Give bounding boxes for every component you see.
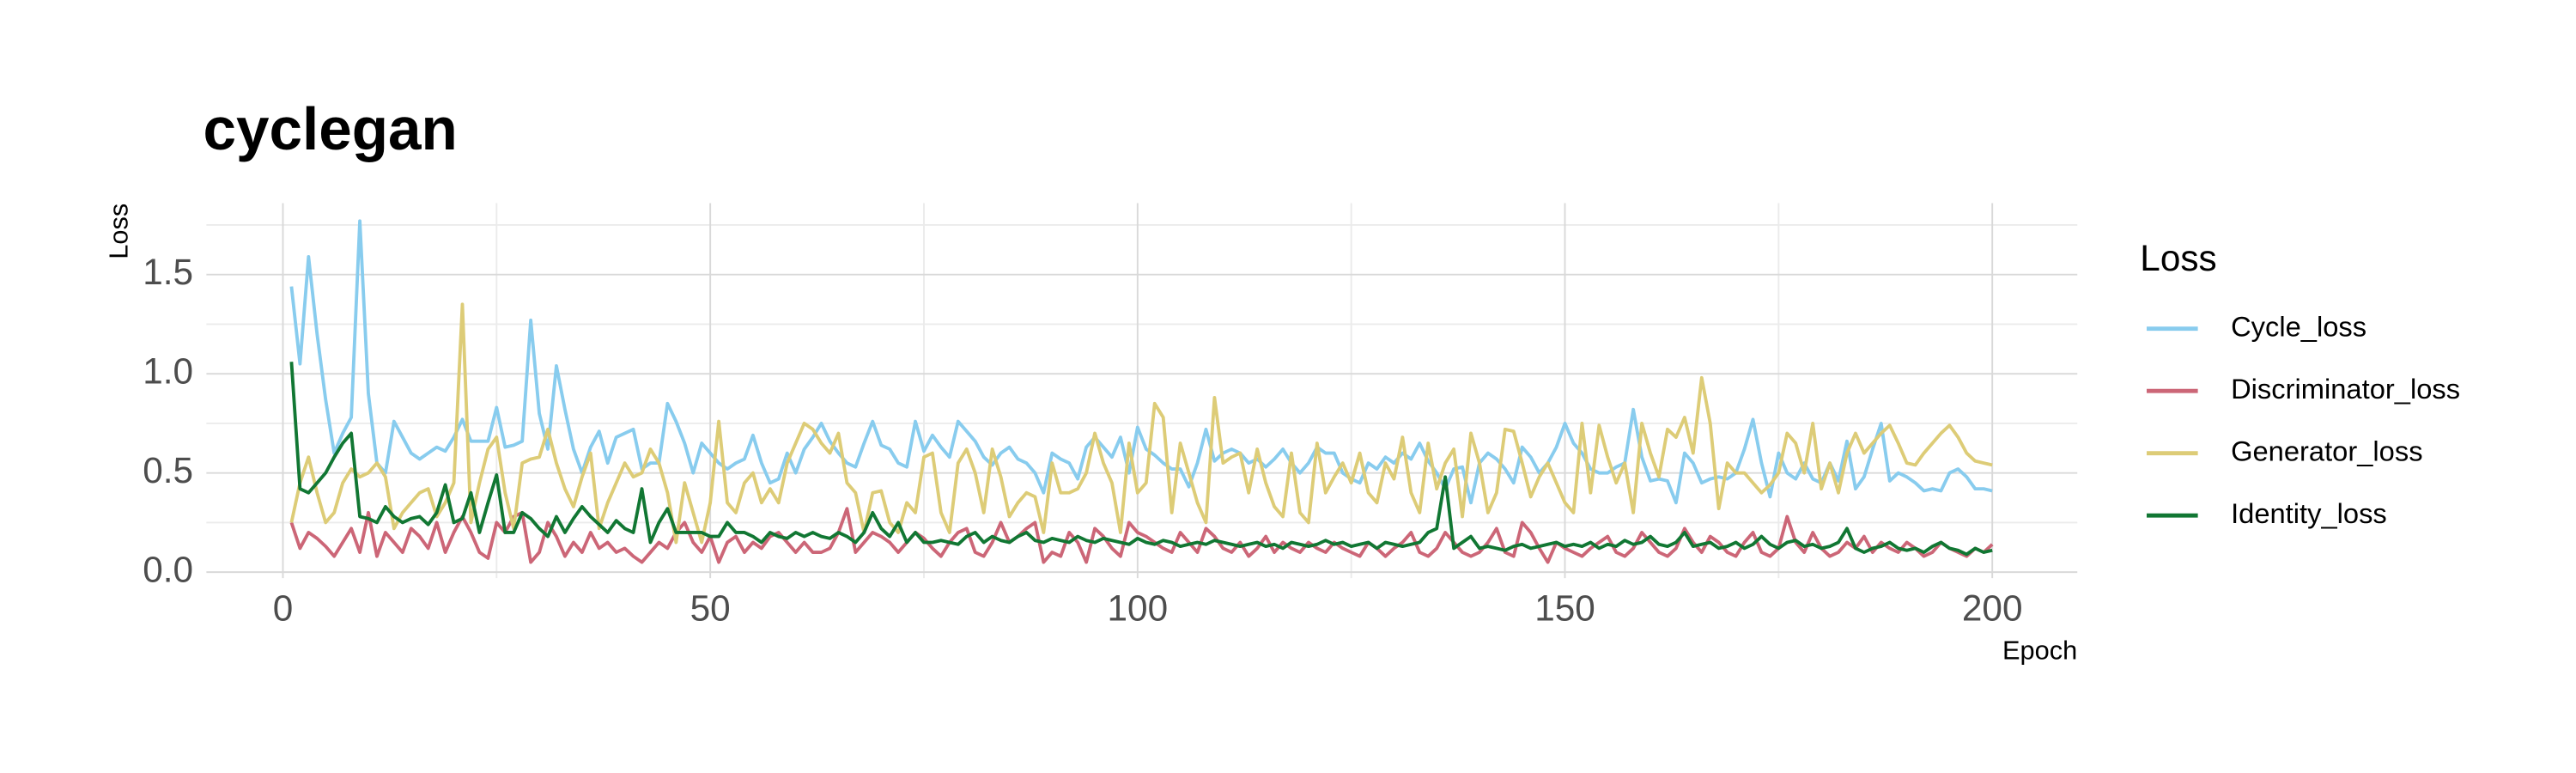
chart-title: cyclegan [204,95,458,162]
series-line [289,362,1993,557]
y-tick-label: 0.0 [143,549,193,589]
series-line [289,302,1993,545]
legend-label: Identity_loss [2231,497,2387,529]
x-axis-label: Epoch [2002,636,2077,666]
y-tick-label: 0.5 [143,450,193,490]
legend-title: Loss [2140,238,2216,278]
x-tick-label: 150 [1534,588,1595,629]
series-line [289,219,1993,505]
x-tick-label: 100 [1108,588,1169,629]
y-axis-label: Loss [104,204,134,259]
x-tick-label: 200 [1962,588,2023,629]
legend-label: Cycle_loss [2231,310,2366,342]
y-tick-label: 1.5 [143,252,193,292]
y-tick-label: 1.0 [143,350,193,391]
series-line [289,507,1994,564]
x-tick-label: 0 [273,588,294,629]
legend-label: Discriminator_loss [2231,373,2460,405]
x-tick-label: 50 [690,588,731,629]
legend-label: Generator_loss [2231,435,2422,466]
